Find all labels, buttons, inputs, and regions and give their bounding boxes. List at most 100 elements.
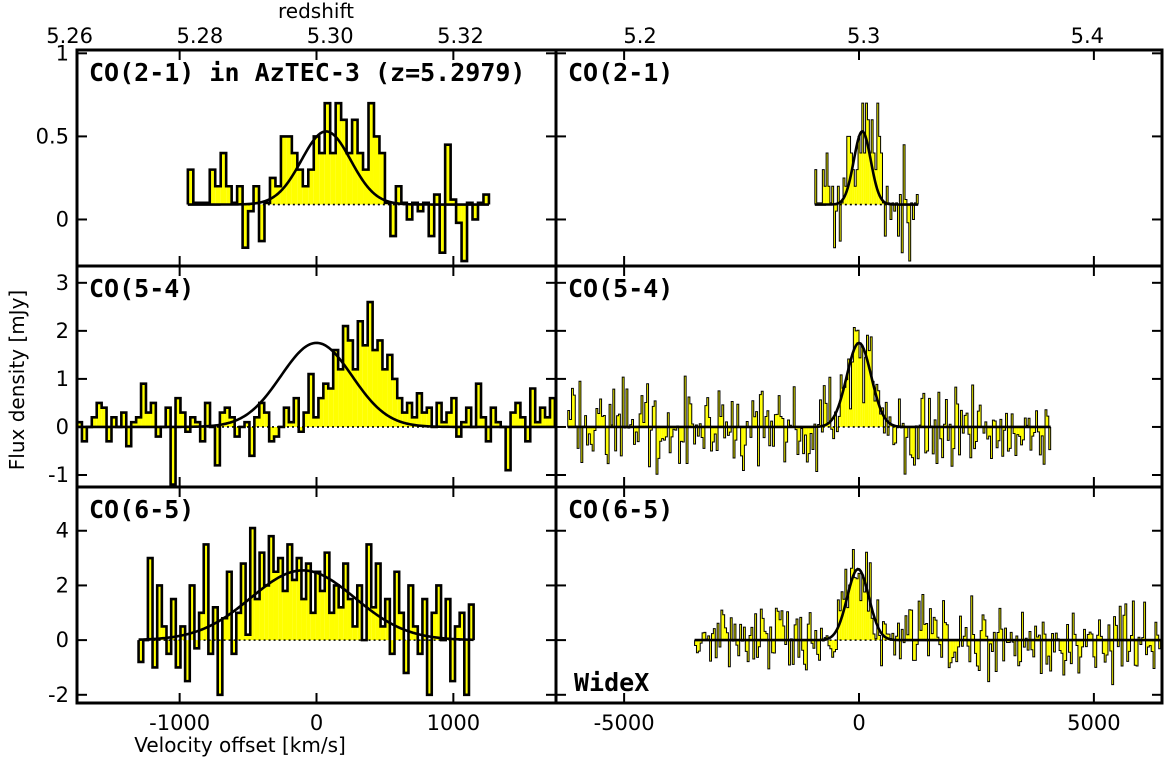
y-axis-label: Flux density [mJy] <box>5 290 29 470</box>
channel-bar <box>965 627 968 641</box>
channel-bar <box>1079 640 1082 658</box>
channel-bar <box>858 136 860 205</box>
channel-bar <box>998 608 1001 641</box>
channel-bar <box>152 640 158 668</box>
channel-bar <box>814 169 817 205</box>
channel-bar <box>725 421 728 427</box>
channel-bar <box>876 599 879 641</box>
channel-bar <box>313 417 319 427</box>
channel-bar <box>1109 640 1112 652</box>
channel-bar <box>335 103 342 205</box>
channel-bar <box>958 426 961 455</box>
channel-bar <box>579 381 581 427</box>
channel-bar <box>234 426 240 437</box>
channel-bar <box>175 398 181 427</box>
channel-bar <box>895 636 898 641</box>
channel-bar <box>1064 640 1067 661</box>
channel-bar <box>96 402 102 427</box>
channel-bar <box>863 591 866 641</box>
channel-bar <box>343 563 348 641</box>
channel-bar <box>968 640 971 662</box>
channel-bar <box>874 401 876 427</box>
channel-bar <box>1043 426 1046 465</box>
channel-bar <box>1003 426 1006 431</box>
channel-bar <box>961 640 964 647</box>
channel-bar <box>1022 426 1025 440</box>
channel-bar <box>862 402 865 427</box>
channel-bar <box>138 640 144 662</box>
channel-bar <box>652 406 655 427</box>
channel-bar <box>891 633 894 641</box>
panel-label: CO(2-1) <box>568 58 673 87</box>
channel-bar <box>780 416 782 427</box>
channel-bar <box>220 153 227 205</box>
channel-bar <box>674 426 677 431</box>
channel-bar <box>436 402 442 427</box>
channel-bar <box>1077 640 1080 674</box>
channel-bar <box>1132 601 1135 641</box>
channel-bar <box>972 634 975 641</box>
channel-bar <box>798 426 801 442</box>
channel-bar <box>952 426 955 449</box>
channel-bar <box>231 640 237 654</box>
y-tick-label: 1 <box>56 41 69 65</box>
channel-bar <box>226 186 232 205</box>
channel-bar <box>199 612 204 641</box>
channel-bar <box>833 204 836 248</box>
channel-bar <box>81 426 87 442</box>
channel-bar <box>1087 634 1090 641</box>
channel-bar <box>1154 622 1157 641</box>
channel-bar <box>823 385 826 427</box>
channel-bar <box>711 633 714 641</box>
channel-bar <box>91 417 97 427</box>
channel-bar <box>839 204 842 242</box>
y-tick-label: -2 <box>48 683 69 707</box>
channel-bar <box>1029 631 1031 641</box>
channel-bar <box>200 426 206 442</box>
channel-bar <box>399 612 404 641</box>
channel-bar <box>995 640 998 672</box>
channel-bar <box>1106 640 1108 655</box>
channel-bar <box>898 399 901 427</box>
channel-bar <box>854 186 857 205</box>
channel-bar <box>749 635 751 641</box>
channel-bar <box>682 426 685 443</box>
channel-bar <box>974 640 977 654</box>
channel-bar <box>264 412 270 427</box>
channel-bar <box>380 626 386 641</box>
channel-bar <box>368 103 374 205</box>
channel-bar <box>1139 640 1142 645</box>
channel-bar <box>726 632 729 641</box>
channel-bar <box>860 345 863 427</box>
channel-bar <box>842 388 844 427</box>
channel-bar <box>880 153 883 205</box>
channel-bar <box>751 400 754 427</box>
channel-bar <box>362 345 368 427</box>
channel-bar <box>916 194 919 205</box>
channel-bar <box>772 426 775 447</box>
channel-bar <box>242 204 249 248</box>
panel-0-1 <box>814 102 919 262</box>
channel-bar <box>249 426 255 456</box>
channel-bar <box>417 204 424 212</box>
channel-bar <box>483 194 489 205</box>
channel-bar <box>701 426 704 438</box>
channel-bar <box>1102 640 1105 654</box>
channel-bar <box>716 426 719 451</box>
channel-bar <box>654 400 657 427</box>
channel-bar <box>296 558 302 641</box>
top-tick-label: 5.2 <box>623 24 656 48</box>
channel-bar <box>1098 619 1101 641</box>
channel-bar <box>908 204 911 262</box>
channel-bar <box>735 640 738 646</box>
channel-bar <box>852 549 855 641</box>
channel-bar <box>1027 640 1030 651</box>
channel-bar <box>996 426 999 448</box>
channel-bar <box>698 640 701 652</box>
channel-bar <box>811 640 813 644</box>
channel-bar <box>253 186 260 205</box>
spectrum-histogram <box>186 101 491 263</box>
channel-bar <box>594 426 596 431</box>
channel-bar <box>426 407 432 427</box>
channel-bar <box>1074 634 1077 641</box>
